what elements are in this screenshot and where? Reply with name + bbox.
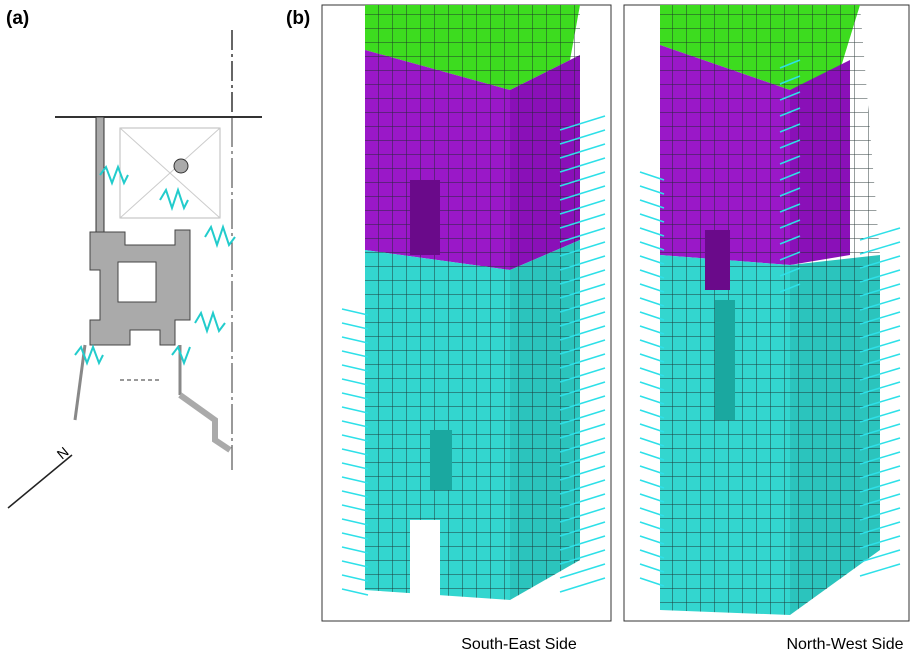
spring [342, 393, 368, 399]
spring [342, 323, 368, 329]
spring [342, 477, 368, 483]
view-caption: North-West Side [786, 636, 903, 653]
spring [342, 435, 368, 441]
spring [342, 365, 368, 371]
spring [342, 589, 368, 595]
spring [342, 421, 368, 427]
spring [342, 309, 368, 315]
spring [342, 449, 368, 455]
spring [342, 351, 368, 357]
spring [342, 575, 368, 581]
spring [342, 547, 368, 553]
figure: (a) (b) N [0, 0, 914, 659]
spring [342, 491, 368, 497]
spring [860, 564, 900, 576]
spring [342, 533, 368, 539]
spring [342, 505, 368, 511]
spring [342, 337, 368, 343]
spring [342, 463, 368, 469]
panel-label: (b) [286, 8, 310, 29]
spring [342, 519, 368, 525]
fe-model [660, 5, 880, 615]
spring [342, 407, 368, 413]
floor-plan [8, 30, 262, 508]
spring [342, 561, 368, 567]
spring [560, 578, 605, 592]
spring [342, 379, 368, 385]
fe-model [365, 5, 580, 600]
panel-label: (a) [6, 8, 29, 29]
north-label: N [54, 444, 72, 463]
view-caption: South-East Side [461, 636, 577, 653]
